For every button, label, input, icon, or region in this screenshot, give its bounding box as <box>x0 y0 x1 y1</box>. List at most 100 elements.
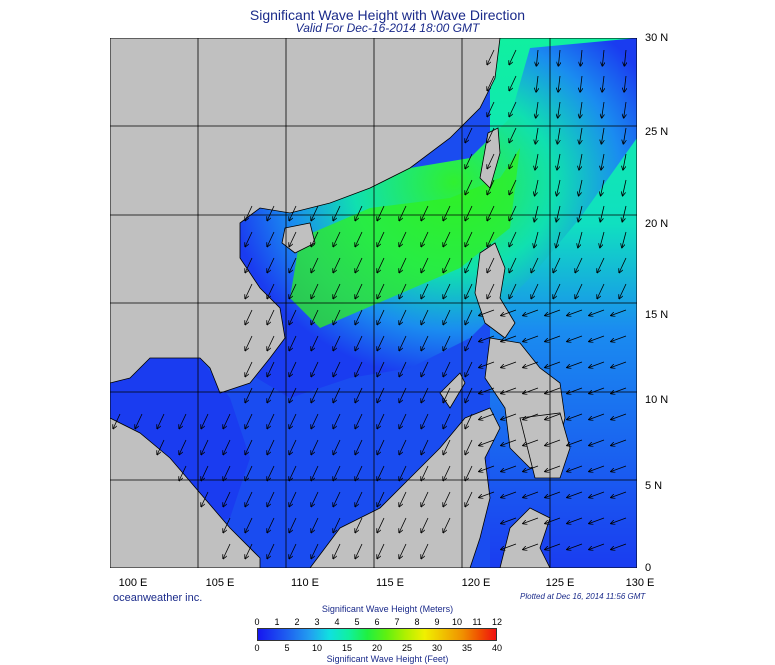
direction-arrow <box>479 491 495 498</box>
direction-arrow <box>589 465 605 472</box>
direction-arrow <box>624 101 626 118</box>
direction-arrow <box>421 361 429 377</box>
direction-arrow <box>399 387 407 403</box>
direction-arrow <box>289 257 297 273</box>
direction-arrow <box>501 387 517 394</box>
direction-arrow <box>536 101 538 118</box>
direction-arrow <box>333 231 341 247</box>
direction-arrow <box>501 517 517 524</box>
direction-arrow <box>289 413 297 429</box>
direction-arrow <box>611 309 627 316</box>
direction-arrow <box>523 413 539 420</box>
direction-arrow <box>487 127 495 143</box>
direction-arrow <box>545 309 561 316</box>
direction-arrow <box>399 231 407 247</box>
direction-arrow <box>523 517 539 524</box>
land-taiwan <box>479 127 501 189</box>
direction-arrow <box>501 543 517 550</box>
plotted-timestamp: Plotted at Dec 16, 2014 11:56 GMT <box>520 592 646 601</box>
direction-arrow <box>465 439 473 455</box>
direction-arrow <box>443 205 451 221</box>
direction-arrow <box>311 387 319 403</box>
direction-arrow <box>479 309 495 316</box>
direction-arrow <box>567 517 583 524</box>
direction-arrow <box>545 361 561 368</box>
direction-arrow <box>311 543 319 559</box>
direction-arrow <box>289 387 297 403</box>
direction-arrow <box>501 361 517 368</box>
direction-arrow <box>399 517 407 533</box>
colorbar-meters-tick: 6 <box>374 617 380 627</box>
direction-arrow <box>624 49 626 66</box>
direction-arrow <box>465 491 473 507</box>
direction-arrow <box>602 101 604 118</box>
direction-arrow <box>377 283 385 299</box>
direction-arrow <box>333 465 341 481</box>
direction-arrow <box>509 257 517 273</box>
direction-arrow <box>501 439 517 446</box>
direction-arrow <box>501 335 517 342</box>
high-wave-core <box>290 148 520 328</box>
direction-arrow <box>289 543 297 559</box>
direction-arrow <box>611 361 627 368</box>
direction-arrow <box>421 231 429 247</box>
direction-arrow <box>223 439 231 455</box>
direction-arrow <box>578 231 583 248</box>
direction-arrow <box>267 387 275 403</box>
direction-arrow <box>399 205 407 221</box>
direction-arrow <box>311 231 319 247</box>
direction-arrow <box>589 309 605 316</box>
colorbar-meters-tick: 3 <box>314 617 320 627</box>
direction-arrow <box>355 491 363 507</box>
direction-arrow <box>479 439 495 446</box>
direction-arrow <box>377 205 385 221</box>
direction-arrow <box>487 49 495 65</box>
direction-arrow <box>557 153 561 170</box>
direction-arrow <box>289 491 297 507</box>
direction-arrow <box>267 491 275 507</box>
direction-arrow <box>421 283 429 299</box>
direction-arrow <box>545 543 561 550</box>
direction-arrow <box>443 465 451 481</box>
direction-arrow <box>289 309 297 325</box>
direction-arrow <box>557 127 560 144</box>
direction-arrow <box>333 491 341 507</box>
direction-arrow <box>157 439 165 455</box>
direction-arrow <box>487 179 495 195</box>
direction-arrow <box>553 257 561 273</box>
direction-arrow <box>421 491 429 507</box>
direction-arrow <box>509 127 517 143</box>
direction-arrow <box>545 517 561 524</box>
colorbar-feet-tick: 0 <box>254 643 260 653</box>
direction-arrow <box>589 361 605 368</box>
colorbar-feet-tick: 30 <box>431 643 443 653</box>
direction-arrow <box>245 231 253 247</box>
direction-arrow <box>567 439 583 446</box>
wave-height-map <box>110 38 637 568</box>
direction-arrow <box>589 387 605 394</box>
direction-arrow <box>443 361 451 377</box>
direction-arrow <box>399 309 407 325</box>
direction-arrow <box>545 439 561 446</box>
colorbar-feet-tick: 15 <box>341 643 353 653</box>
direction-arrow <box>487 231 495 247</box>
colorbar-meters-tick: 9 <box>434 617 440 627</box>
direction-arrow <box>201 439 209 455</box>
direction-arrow <box>377 465 385 481</box>
direction-arrow <box>487 75 495 91</box>
direction-arrow <box>523 309 539 316</box>
direction-arrow <box>245 335 253 351</box>
direction-arrow <box>179 465 187 481</box>
direction-arrow <box>623 127 626 144</box>
colorbar-feet-tick: 10 <box>311 643 323 653</box>
direction-arrow <box>567 309 583 316</box>
lat-label: 25 N <box>645 126 669 138</box>
direction-arrow <box>289 439 297 455</box>
direction-arrow <box>567 543 583 550</box>
direction-arrow <box>311 257 319 273</box>
direction-arrow <box>421 309 429 325</box>
direction-arrow <box>289 517 297 533</box>
direction-arrow <box>501 413 517 420</box>
direction-arrow <box>601 153 605 170</box>
direction-arrow <box>333 543 341 559</box>
